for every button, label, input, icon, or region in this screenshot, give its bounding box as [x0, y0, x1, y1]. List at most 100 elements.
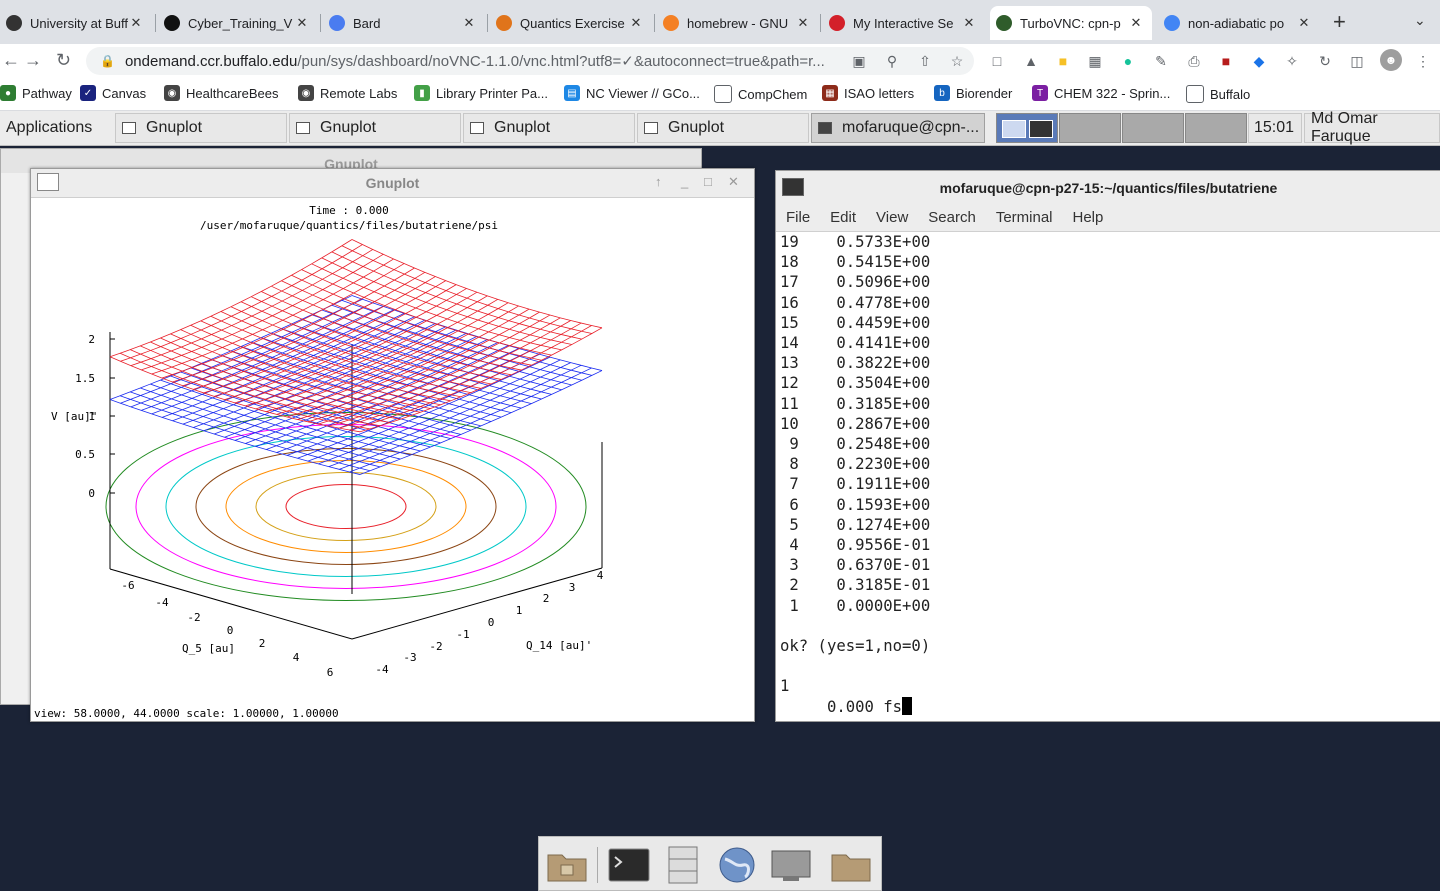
tab-close-icon[interactable]: ✕	[130, 15, 142, 30]
close-icon[interactable]: ✕	[728, 174, 739, 189]
terminal-menu-search[interactable]: Search	[928, 208, 976, 226]
profile-avatar[interactable]: ☻	[1380, 49, 1402, 71]
clock[interactable]: 15:01	[1248, 113, 1302, 143]
gnuplot-titlebar[interactable]: Gnuplot ↑ _ □ ✕	[31, 169, 754, 198]
new-tab-button[interactable]: +	[1333, 9, 1346, 34]
grammarly-icon[interactable]: ●	[1123, 53, 1133, 69]
ublock-icon[interactable]: ■	[1221, 53, 1231, 69]
printer-icon[interactable]: ⎙	[1188, 52, 1200, 69]
surface-plot[interactable]: Time : 0.000 /user/mofaruque/quantics/fi…	[31, 198, 754, 708]
browser-tab[interactable]: University at Buff ✕	[0, 6, 152, 40]
extension-doc-icon[interactable]: □	[992, 53, 1002, 69]
terminal-titlebar[interactable]: mofaruque@cpn-p27-15:~/quantics/files/bu…	[776, 171, 1440, 203]
minimize-icon[interactable]: _	[681, 174, 689, 189]
sync-icon[interactable]: ↻	[1319, 52, 1331, 69]
lower-surface-gridline	[339, 364, 582, 470]
bookmark-item[interactable]: ▮ Library Printer Pa...	[414, 85, 548, 101]
home-folder-icon[interactable]	[545, 845, 589, 885]
lower-surface-gridline	[214, 329, 457, 435]
tab-title: University at Buff	[30, 15, 128, 31]
bookmark-item[interactable]: CompChem	[714, 85, 807, 103]
taskbar-terminal[interactable]: mofaruque@cpn-...	[811, 113, 985, 143]
browser-tab[interactable]: homebrew - GNU ✕	[657, 6, 819, 40]
window-menu-icon[interactable]	[37, 173, 59, 191]
taskbar-gnuplot-2[interactable]: Gnuplot	[289, 113, 461, 143]
extension-sd-icon[interactable]: ▦	[1088, 52, 1102, 69]
terminal-launcher-icon[interactable]	[607, 845, 651, 885]
clipboard-icon[interactable]: ▣	[852, 52, 866, 69]
terminal-menu-edit[interactable]: Edit	[830, 208, 857, 226]
tab-search-chevron-icon[interactable]: ⌄	[1414, 12, 1426, 28]
user-menu[interactable]: Md Omar Faruque	[1304, 110, 1440, 145]
kebab-menu-icon[interactable]: ⋮	[1416, 52, 1430, 69]
terminal-line: 8 0.2230E+00	[780, 454, 930, 474]
bookmark-item[interactable]: ● Pathway	[0, 85, 72, 101]
extensions-puzzle-icon[interactable]: ✧	[1286, 52, 1298, 69]
bookmark-star-icon[interactable]: ☆	[950, 52, 964, 69]
file-cabinet-icon[interactable]	[661, 845, 705, 885]
zoom-icon[interactable]: ⚲	[886, 52, 898, 69]
taskbar-gnuplot-4[interactable]: Gnuplot	[637, 113, 809, 143]
gnuplot-window[interactable]: Gnuplot ↑ _ □ ✕ Time : 0.000 /user/mofar…	[30, 168, 755, 722]
bookmark-item[interactable]: Buffalo	[1186, 85, 1250, 103]
lower-surface-gridline	[230, 350, 482, 427]
tab-close-icon[interactable]: ✕	[630, 15, 642, 30]
back-arrow-icon[interactable]: ←	[2, 50, 20, 70]
web-browser-globe-icon[interactable]	[715, 845, 759, 885]
browser-tab[interactable]: Cyber_Training_V ✕	[158, 6, 318, 40]
bookmark-item[interactable]: b Biorender	[934, 85, 1012, 101]
applications-menu[interactable]: Applications	[0, 113, 113, 143]
always-on-top-icon[interactable]: ↑	[655, 174, 662, 189]
terminal-window[interactable]: mofaruque@cpn-p27-15:~/quantics/files/bu…	[775, 170, 1440, 722]
extension-pen-icon[interactable]: ✎	[1155, 52, 1167, 69]
workspace-3[interactable]	[1122, 113, 1184, 143]
extension-keep-icon[interactable]: ■	[1058, 53, 1068, 69]
folder-icon[interactable]	[829, 845, 873, 885]
bookmark-item[interactable]: ▦ ISAO letters	[822, 85, 914, 101]
terminal-output[interactable]: 19 0.5733E+00 18 0.5415E+00 17 0.5096E+00 1…	[780, 232, 930, 717]
workspace-2[interactable]	[1059, 113, 1121, 143]
bookmark-item[interactable]: ▤ NC Viewer // GCo...	[564, 85, 700, 101]
terminal-menu-view[interactable]: View	[876, 208, 909, 226]
workspace-4[interactable]	[1185, 113, 1247, 143]
bookmark-item[interactable]: T CHEM 322 - Sprin...	[1032, 85, 1170, 101]
browser-tab[interactable]: Bard ✕	[323, 6, 485, 40]
share-icon[interactable]: ⇧	[919, 52, 931, 69]
bookmark-item[interactable]: ✓ Canvas	[80, 85, 146, 101]
workspace-1[interactable]	[996, 113, 1058, 143]
terminal-menu-help[interactable]: Help	[1072, 208, 1104, 226]
extension-drop-icon[interactable]: ◆	[1253, 52, 1265, 69]
forward-arrow-icon[interactable]: →	[24, 50, 42, 70]
lower-surface-gridline	[193, 323, 436, 428]
tab-close-icon[interactable]: ✕	[463, 15, 475, 30]
taskbar-gnuplot-1[interactable]: Gnuplot	[115, 113, 287, 143]
floor-front-edge	[109, 567, 603, 640]
browser-tab[interactable]: non-adiabatic po ✕	[1158, 6, 1320, 40]
tab-close-icon[interactable]: ✕	[1298, 15, 1310, 30]
address-bar[interactable]: 🔒 ondemand.ccr.buffalo.edu/pun/sys/dashb…	[86, 47, 974, 75]
browser-tab[interactable]: TurboVNC: cpn-p ✕	[990, 6, 1152, 40]
screen-display-icon[interactable]	[769, 845, 813, 885]
side-panel-icon[interactable]: ◫	[1350, 52, 1364, 69]
tab-close-icon[interactable]: ✕	[1130, 15, 1142, 30]
tab-close-icon[interactable]: ✕	[296, 15, 308, 30]
browser-tab[interactable]: My Interactive Se ✕	[823, 6, 985, 40]
contour-line	[285, 484, 407, 529]
row-value: 0.1593E+00	[836, 495, 931, 514]
terminal-window-icon[interactable]	[782, 178, 804, 196]
terminal-menu-file[interactable]: File	[786, 208, 811, 226]
tab-close-icon[interactable]: ✕	[797, 15, 809, 30]
taskbar-gnuplot-3[interactable]: Gnuplot	[463, 113, 635, 143]
browser-tab-strip: University at Buff ✕ Cyber_Training_V ✕ Bard…	[0, 0, 1440, 44]
maximize-icon[interactable]: □	[704, 174, 712, 189]
bookmark-item[interactable]: ◉ HealthcareBees	[164, 85, 279, 101]
browser-tab[interactable]: Quantics Exercise ✕	[490, 6, 652, 40]
text-cursor	[902, 696, 913, 715]
reload-icon[interactable]: ↻	[56, 50, 72, 70]
window-icon	[122, 122, 136, 134]
terminal-menu-terminal[interactable]: Terminal	[995, 208, 1053, 226]
row-index: 16	[780, 293, 799, 312]
extension-a-icon[interactable]: ▲	[1024, 53, 1038, 69]
bookmark-item[interactable]: ◉ Remote Labs	[298, 85, 397, 101]
tab-close-icon[interactable]: ✕	[963, 15, 975, 30]
